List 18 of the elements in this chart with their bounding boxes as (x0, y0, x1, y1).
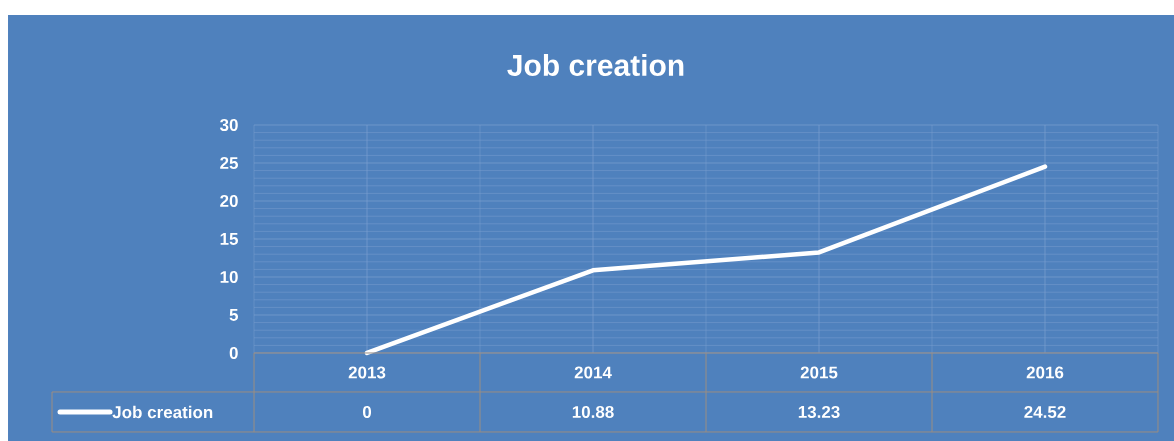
x-tick-label: 2015 (800, 366, 838, 379)
x-tick-label: 2014 (574, 366, 612, 379)
legend-label: Job creation (112, 405, 213, 419)
data-label: 10.88 (572, 405, 614, 419)
data-label: 24.52 (1024, 405, 1066, 419)
y-tick-label: 15 (220, 233, 239, 245)
y-tick-label: 30 (219, 118, 238, 132)
y-tick-label: 5 (229, 309, 239, 321)
y-tick-label: 25 (220, 156, 239, 170)
y-tick-label: 20 (220, 194, 238, 208)
x-tick-label: 2013 (348, 366, 386, 379)
line-series (364, 164, 1048, 356)
x-tick-label: 2016 (1026, 366, 1064, 379)
data-label: 13.23 (798, 405, 840, 419)
y-tick-label: 0 (229, 346, 238, 360)
data-label: 0 (362, 405, 372, 419)
chart-title: Job creation (507, 53, 684, 77)
y-tick-label: 10 (220, 270, 238, 284)
